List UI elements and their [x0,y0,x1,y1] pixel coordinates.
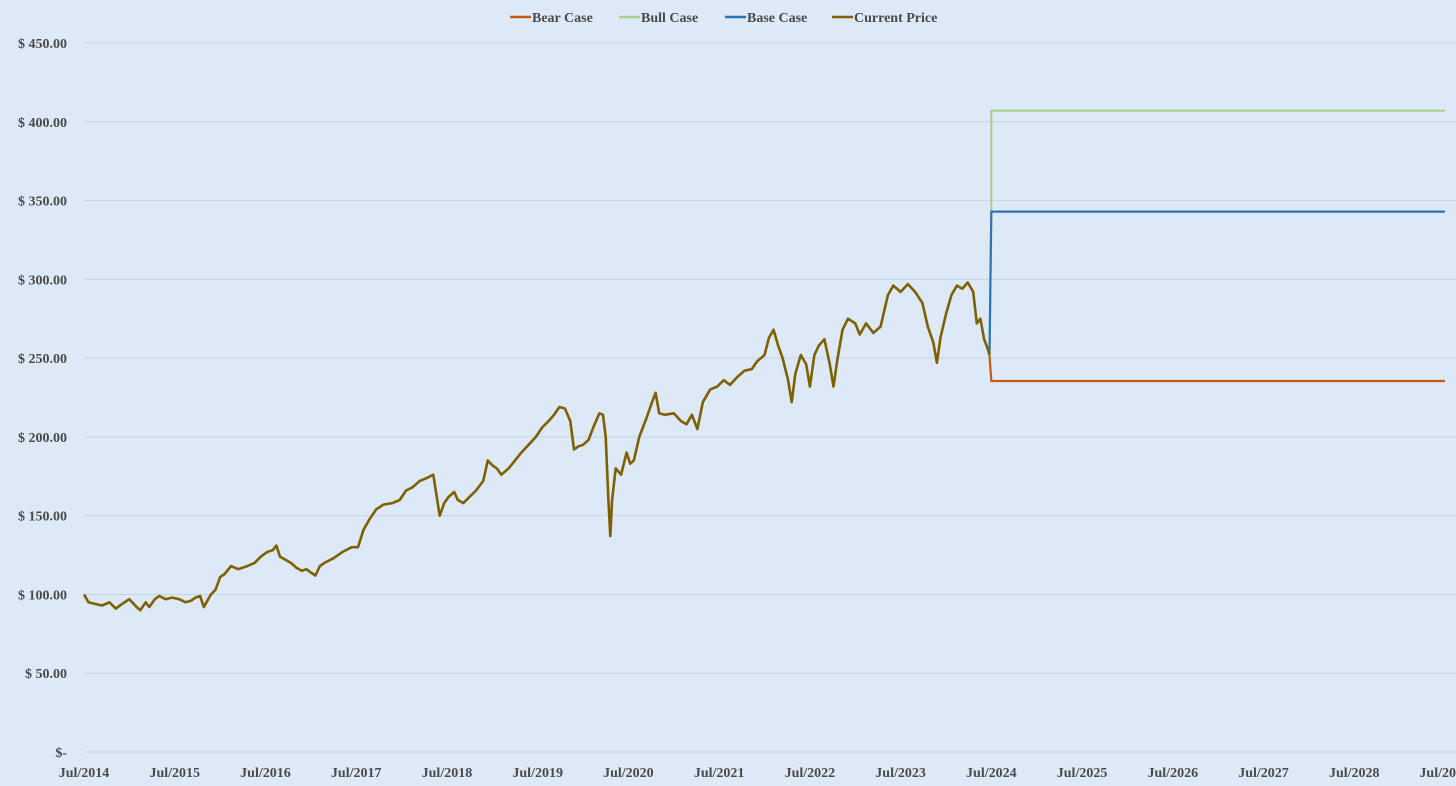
y-tick-label: $ 150.00 [18,510,67,525]
x-tick-label: Jul/2019 [512,766,563,781]
x-tick-label: Jul/2026 [1148,766,1199,781]
x-tick-label: Jul/2024 [966,766,1017,781]
y-tick-label: $ 450.00 [18,37,67,52]
y-tick-label: $ 350.00 [18,195,67,210]
y-tick-label: $ 400.00 [18,116,67,131]
x-tick-label: Jul/2027 [1238,766,1289,781]
y-tick-label: $ 250.00 [18,352,67,367]
x-tick-label: Jul/2016 [240,766,291,781]
x-tick-label: Jul/2020 [603,766,654,781]
series-line-bear-case [988,354,1445,383]
legend-label-bull-case: Bull Case [641,11,698,26]
x-axis-ticks: Jul/2014 Jul/2015 Jul/2016 Jul/2017 Jul/2018… [59,766,1456,781]
x-tick-label: Jul/20 [1419,766,1456,781]
series-lines [82,109,1445,612]
y-tick-label: $ 100.00 [18,588,67,603]
series-line-base-case [988,210,1445,356]
legend-label-current-price: Current Price [854,11,937,26]
x-tick-label: Jul/2022 [785,766,836,781]
y-tick-label: $- [55,746,67,761]
series-line-current-price [82,281,991,612]
x-tick-label: Jul/2018 [422,766,473,781]
legend: Bear Case Bull Case Base Case Current Price [510,11,937,26]
y-tick-label: $ 50.00 [25,667,67,682]
y-tick-label: $ 300.00 [18,273,67,288]
x-tick-label: Jul/2014 [59,766,110,781]
x-tick-label: Jul/2028 [1329,766,1380,781]
x-tick-label: Jul/2017 [331,766,382,781]
y-axis-ticks: $- $ 50.00 $ 100.00 $ 150.00 $ 200.00 $ 250.0… [18,37,67,761]
y-tick-label: $ 200.00 [18,431,67,446]
x-tick-label: Jul/2025 [1057,766,1108,781]
legend-label-bear-case: Bear Case [532,11,593,26]
gridlines [84,42,1456,753]
x-tick-label: Jul/2015 [149,766,200,781]
x-tick-label: Jul/2023 [875,766,926,781]
x-tick-label: Jul/2021 [694,766,745,781]
legend-label-base-case: Base Case [747,11,807,26]
